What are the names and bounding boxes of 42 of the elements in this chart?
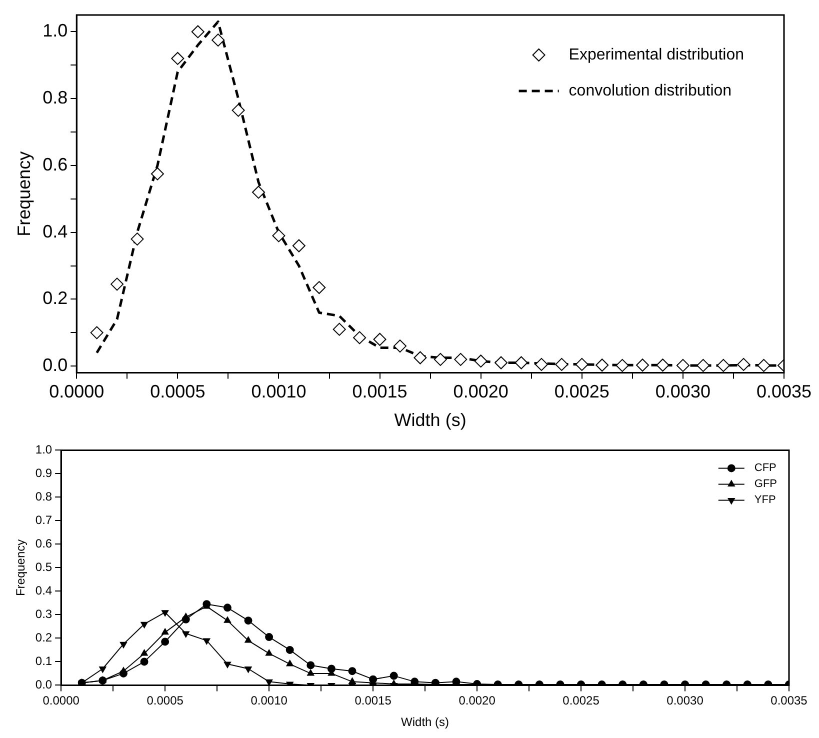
x-tick-label: 0.0015 (354, 694, 392, 708)
legend-label: convolution distribution (568, 82, 732, 100)
x-tick-label: 0.0000 (49, 382, 104, 402)
x-tick-label: 0.0035 (756, 382, 812, 402)
x-axis-title: Width (s) (394, 410, 466, 430)
y-tick-label: 0.2 (42, 288, 68, 308)
x-axis-title: Width (s) (401, 715, 450, 730)
y-tick-label: 1.0 (42, 20, 68, 41)
x-tick-label: 0.0035 (770, 694, 808, 708)
x-tick-label: 0.0020 (453, 382, 508, 402)
y-tick-label: 0.9 (35, 466, 52, 480)
x-tick-label: 0.0000 (42, 694, 80, 708)
legend-label: YFP (754, 494, 776, 506)
y-tick-label: 0.8 (42, 88, 68, 108)
y-tick-label: 0.0 (35, 678, 52, 692)
x-tick-label: 0.0015 (352, 382, 408, 402)
y-tick-label: 0.7 (35, 513, 52, 528)
x-tick-label: 0.0020 (458, 694, 496, 708)
y-tick-label: 0.3 (35, 607, 52, 622)
y-tick-label: 0.8 (35, 490, 52, 504)
y-tick-label: 0.4 (42, 221, 68, 242)
y-tick-label: 0.2 (35, 630, 52, 645)
legend-label: Experimental distribution (568, 46, 744, 64)
y-tick-label: 1.0 (35, 442, 52, 457)
y-axis-title: Frequency (14, 151, 34, 236)
y-tick-label: 0.6 (42, 154, 68, 174)
y-tick-label: 0.5 (35, 560, 52, 574)
legend-label: CFP (754, 462, 776, 474)
x-tick-label: 0.0025 (562, 694, 600, 708)
y-tick-label: 0.6 (35, 536, 52, 551)
x-tick-label: 0.0010 (251, 382, 306, 402)
x-tick-label: 0.0005 (150, 382, 206, 402)
y-tick-label: 0.0 (42, 355, 68, 376)
x-tick-label: 0.0025 (554, 382, 610, 402)
x-tick-label: 0.0030 (666, 694, 704, 708)
x-tick-label: 0.0005 (146, 694, 184, 708)
y-tick-label: 0.4 (35, 584, 52, 598)
y-tick-label: 0.1 (35, 654, 52, 668)
x-tick-label: 0.0030 (655, 382, 710, 402)
x-tick-label: 0.0010 (250, 694, 288, 708)
legend-label: GFP (754, 478, 778, 490)
y-axis-title: Frequency (14, 539, 28, 596)
